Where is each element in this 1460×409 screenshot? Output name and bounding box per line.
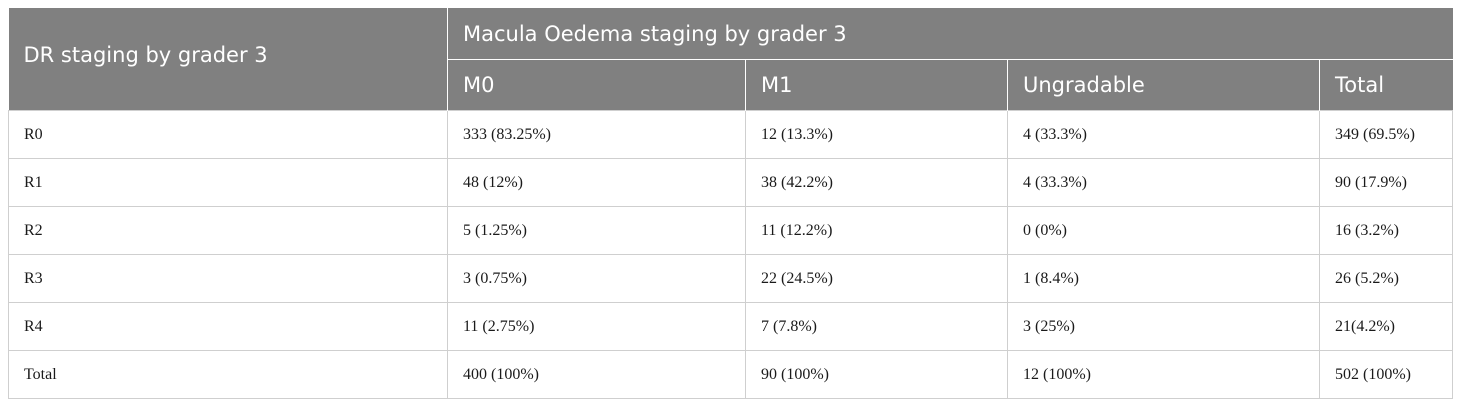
table-cell: 5 (1.25%) (447, 206, 746, 255)
table-cell: 11 (12.2%) (745, 206, 1008, 255)
row-header-label: DR staging by grader 3 (8, 8, 448, 111)
table-cell: 333 (83.25%) (447, 110, 746, 159)
column-header-ungradable: Ungradable (1007, 59, 1320, 111)
table-cell: 0 (0%) (1007, 206, 1320, 255)
column-header-total: Total (1318, 59, 1453, 111)
table-cell: 16 (3.2%) (1318, 206, 1454, 255)
table-cell: 349 (69.5%) (1318, 110, 1454, 159)
table-header: DR staging by grader 3 Macula Oedema sta… (8, 8, 1453, 111)
table-cell: 12 (100%) (1007, 350, 1320, 399)
table-cell: 400 (100%) (447, 350, 746, 399)
table-cell: 502 (100%) (1318, 350, 1454, 399)
row-label: R2 (8, 206, 448, 255)
group-header-label: Macula Oedema staging by grader 3 (446, 8, 1453, 60)
column-header-m0: M0 (447, 59, 746, 111)
row-label: R3 (8, 254, 448, 303)
table-body: R0 333 (83.25%) 12 (13.3%) 4 (33.3%) 349… (8, 110, 1454, 399)
table-cell: 12 (13.3%) (745, 110, 1008, 159)
table-cell: 38 (42.2%) (745, 158, 1008, 207)
table-cell: 7 (7.8%) (745, 302, 1008, 351)
header-row-group: DR staging by grader 3 Macula Oedema sta… (8, 8, 1453, 111)
row-label: R4 (8, 302, 448, 351)
row-label: R0 (8, 110, 448, 159)
table-cell: 26 (5.2%) (1318, 254, 1454, 303)
table-row: R1 48 (12%) 38 (42.2%) 4 (33.3%) 90 (17.… (8, 158, 1454, 207)
table-cell: 11 (2.75%) (447, 302, 746, 351)
table-cell: 90 (17.9%) (1318, 158, 1454, 207)
table-cell: 3 (0.75%) (447, 254, 746, 303)
table-row: R2 5 (1.25%) 11 (12.2%) 0 (0%) 16 (3.2%) (8, 206, 1454, 255)
table-row: R4 11 (2.75%) 7 (7.8%) 3 (25%) 21(4.2%) (8, 302, 1454, 351)
table-row: R3 3 (0.75%) 22 (24.5%) 1 (8.4%) 26 (5.2… (8, 254, 1454, 303)
table-cell: 1 (8.4%) (1007, 254, 1320, 303)
table-cell: 3 (25%) (1007, 302, 1320, 351)
table-cell: 48 (12%) (447, 158, 746, 207)
table-row-total: Total 400 (100%) 90 (100%) 12 (100%) 502… (8, 350, 1454, 399)
column-header-m1: M1 (745, 59, 1008, 111)
table-cell: 4 (33.3%) (1007, 158, 1320, 207)
table-cell: 90 (100%) (745, 350, 1008, 399)
staging-table: DR staging by grader 3 Macula Oedema sta… (8, 8, 1454, 399)
row-label: R1 (8, 158, 448, 207)
table-row: R0 333 (83.25%) 12 (13.3%) 4 (33.3%) 349… (8, 110, 1454, 159)
row-label: Total (8, 350, 448, 399)
header-row-columns: M0 M1 Ungradable Total (9, 59, 1453, 111)
table-cell: 22 (24.5%) (745, 254, 1008, 303)
table-cell: 4 (33.3%) (1007, 110, 1320, 159)
table-cell: 21(4.2%) (1318, 302, 1454, 351)
